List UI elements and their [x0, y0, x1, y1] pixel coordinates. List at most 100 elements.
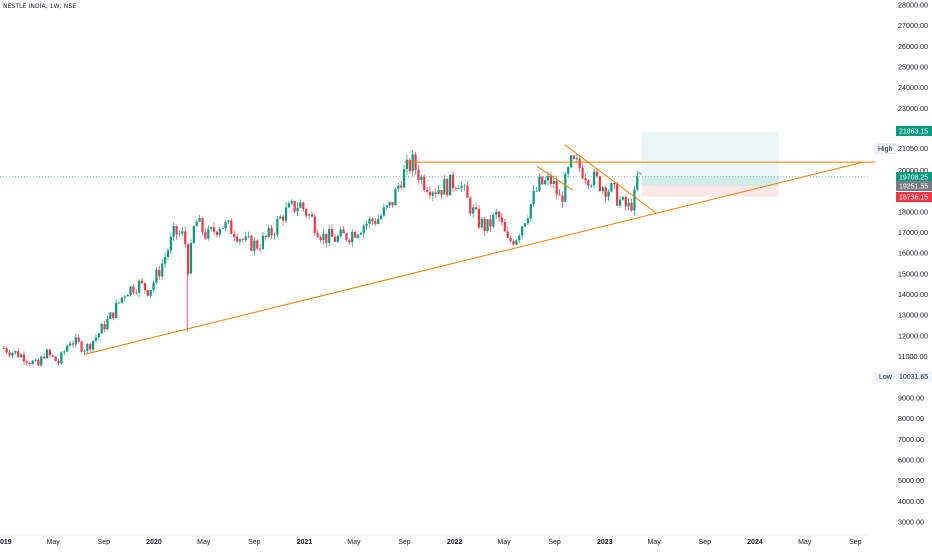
- candle-body: [86, 344, 89, 351]
- high-marker-label: High: [878, 146, 893, 153]
- candle-body: [604, 187, 607, 197]
- candle-body: [434, 192, 437, 195]
- candle-body: [460, 185, 463, 188]
- candle-body: [354, 231, 357, 238]
- candle-body: [325, 233, 328, 243]
- low-marker-box: [874, 371, 932, 382]
- trendline-3: [536, 165, 573, 191]
- x-tick-label: 2022: [447, 539, 463, 546]
- candle-body: [440, 190, 443, 195]
- candle-body: [601, 187, 604, 192]
- candle-body: [541, 176, 544, 185]
- candle-body: [495, 211, 498, 215]
- candle-body: [486, 219, 489, 232]
- candle-body: [506, 231, 509, 238]
- y-tick-label: 9000.00: [898, 393, 924, 402]
- candle-body: [66, 345, 69, 352]
- candle-body: [28, 362, 31, 365]
- x-tick-label: 2019: [0, 539, 12, 546]
- x-tick-label: May: [47, 539, 61, 546]
- candle-body: [593, 171, 596, 186]
- candle-body: [169, 236, 172, 251]
- candle-body: [512, 241, 515, 245]
- candle-body: [515, 240, 518, 245]
- candle-body: [43, 356, 46, 359]
- candle-body: [561, 195, 564, 202]
- candle-body: [115, 302, 118, 319]
- y-tick-label: 3000.00: [898, 518, 924, 527]
- candle-body: [348, 239, 351, 243]
- y-tick-label: 26000.00: [898, 42, 928, 51]
- candle-body: [336, 236, 339, 242]
- candle-body: [307, 214, 311, 216]
- candle-body: [454, 188, 457, 189]
- candle-body: [247, 235, 250, 237]
- candle-body: [426, 190, 429, 192]
- low-marker-label: Low: [879, 374, 893, 381]
- y-tick-label: 14000.00: [898, 290, 928, 299]
- candle-body: [25, 361, 28, 363]
- x-tick-label: 2023: [597, 539, 613, 546]
- candle-body: [267, 227, 270, 237]
- candle-body: [607, 191, 610, 197]
- candle-body: [549, 176, 553, 184]
- candle-body: [155, 269, 158, 283]
- x-tick-label: 2024: [747, 539, 763, 546]
- candle-body: [77, 337, 80, 342]
- candle-body: [443, 179, 446, 195]
- candle-body: [276, 218, 279, 235]
- candle-body: [68, 343, 72, 346]
- candle-body: [244, 236, 247, 241]
- candle-body: [431, 192, 434, 196]
- candle-body: [120, 297, 123, 303]
- candle-body: [11, 352, 14, 356]
- candle-body: [365, 223, 368, 226]
- candle-body: [472, 207, 475, 214]
- candle-body: [48, 349, 51, 356]
- candle-body: [198, 217, 201, 222]
- candle-body: [290, 201, 293, 204]
- candle-body: [319, 237, 322, 241]
- candle-body: [302, 202, 305, 210]
- candle-body: [345, 233, 348, 240]
- y-tick-label: 20000.00: [898, 166, 928, 175]
- candle-body: [394, 188, 397, 206]
- price-label: 19251.55: [899, 184, 928, 191]
- candle-body: [379, 215, 383, 219]
- candle-body: [135, 292, 138, 294]
- candle-body: [584, 178, 587, 181]
- candle-body: [40, 356, 43, 366]
- candle-body: [37, 359, 40, 366]
- candle-body: [207, 228, 210, 239]
- candle-body: [149, 290, 152, 296]
- candle-body: [166, 250, 170, 257]
- x-tick-label: 2020: [146, 539, 162, 546]
- candle-body: [368, 218, 371, 224]
- price-label: 19708.25: [899, 175, 928, 182]
- candle-body: [339, 229, 342, 237]
- candle-body: [489, 219, 492, 227]
- candle-body: [374, 221, 377, 224]
- y-tick-label: 7000.00: [898, 435, 924, 444]
- candle-body: [509, 237, 512, 242]
- candle-body: [215, 231, 219, 235]
- candle-body: [598, 176, 601, 192]
- candle-body: [397, 185, 400, 189]
- candle-body: [500, 217, 504, 223]
- candle-body: [273, 234, 276, 236]
- y-tick-label: 27000.00: [898, 21, 928, 30]
- candle-body: [610, 183, 613, 192]
- candle-body: [420, 176, 423, 181]
- candle-body: [204, 231, 207, 239]
- symbol-title: NESTLE INDIA, 1W, NSE: [3, 3, 77, 10]
- candle-body: [535, 190, 538, 192]
- candle-body: [417, 169, 420, 181]
- candle-body: [143, 282, 147, 290]
- candle-body: [60, 352, 63, 364]
- candle-body: [451, 174, 455, 189]
- y-tick-label: 28000.00: [898, 1, 928, 10]
- candle-body: [408, 159, 411, 172]
- candle-body: [564, 173, 567, 202]
- candle-body: [322, 233, 325, 241]
